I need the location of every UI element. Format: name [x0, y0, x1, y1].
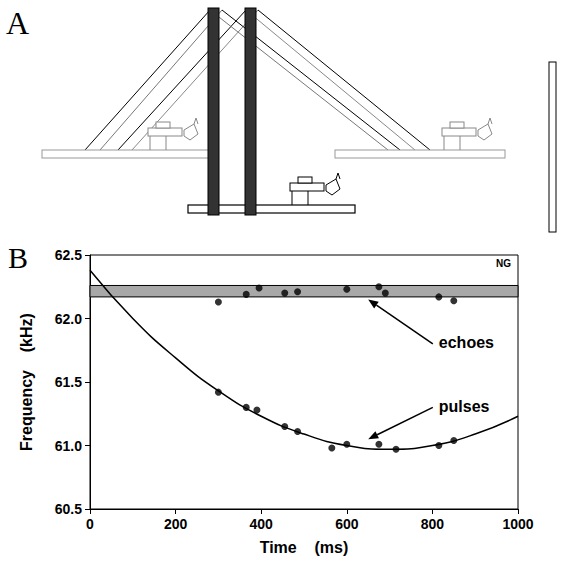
svg-text:pulses: pulses	[439, 398, 490, 415]
svg-text:61.0: 61.0	[55, 438, 82, 454]
svg-text:0: 0	[86, 516, 94, 532]
svg-text:200: 200	[164, 516, 188, 532]
svg-text:Frequency (kHz): Frequency (kHz)	[18, 313, 35, 451]
svg-text:61.5: 61.5	[55, 374, 82, 390]
svg-text:62.5: 62.5	[55, 247, 82, 263]
svg-text:Time (ms): Time (ms)	[260, 539, 349, 556]
svg-text:NG: NG	[496, 258, 511, 269]
svg-text:B: B	[8, 241, 28, 274]
svg-text:A: A	[6, 5, 29, 41]
svg-text:60.5: 60.5	[55, 501, 82, 517]
svg-text:400: 400	[250, 516, 274, 532]
svg-text:800: 800	[421, 516, 445, 532]
svg-text:600: 600	[335, 516, 359, 532]
svg-text:1000: 1000	[502, 516, 533, 532]
svg-text:echoes: echoes	[439, 334, 494, 351]
svg-text:62.0: 62.0	[55, 311, 82, 327]
